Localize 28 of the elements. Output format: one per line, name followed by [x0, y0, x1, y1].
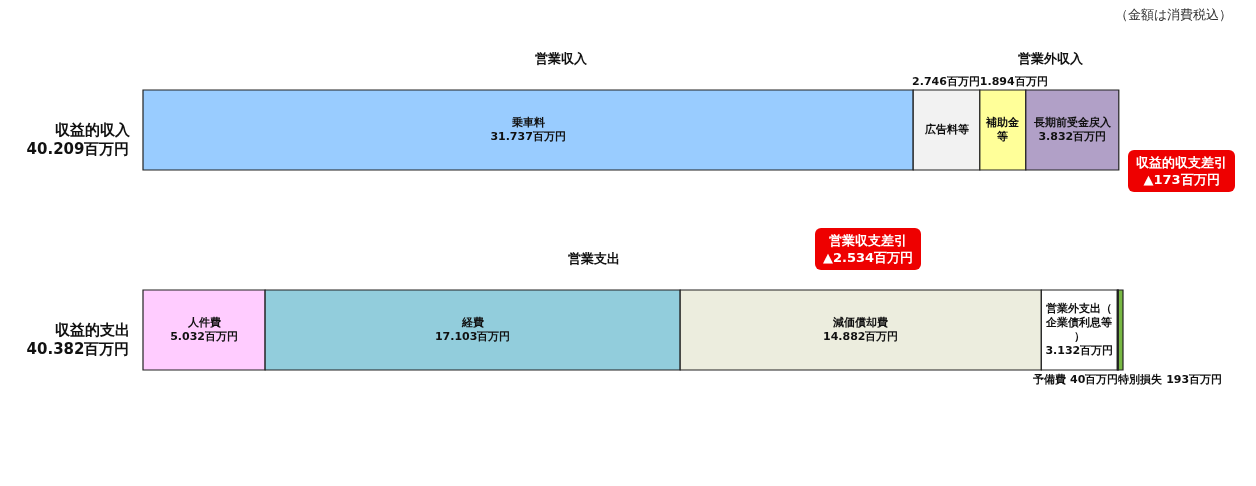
annotation: 営業支出 — [568, 250, 620, 268]
annotation: 営業収支差引 ▲2.534百万円 — [815, 228, 922, 270]
series-label: 乗車料 — [510, 116, 545, 129]
series-label: 広告料等 — [923, 123, 969, 136]
data-label: 14.882百万円 — [823, 330, 899, 343]
text: 予備費 40百万円 — [1033, 373, 1119, 386]
series-label: 経費 — [460, 316, 484, 329]
series-label: 長期前受金戻入 — [1032, 116, 1112, 129]
y-tick-label: 収益的支出 — [54, 321, 130, 339]
total-label: 40.209百万円 — [26, 140, 130, 158]
series-label: 営業外支出（企業債利息等） — [1045, 302, 1113, 343]
annotation: 営業収入 — [535, 50, 587, 68]
data-label: 3.132百万円 — [1045, 344, 1114, 357]
series-label: 減価償却費 — [832, 316, 889, 329]
data-label: 3.832百万円 — [1038, 130, 1107, 143]
annotation: 営業外収入 — [1017, 50, 1083, 68]
series-label: 補助金等 — [985, 116, 1021, 143]
y-tick-label: 収益的収入 — [54, 121, 131, 139]
text: （金額は消費税込） — [1115, 6, 1232, 24]
text: 収益的収支差引 ▲173百万円 — [1128, 150, 1235, 192]
data-label: 17.103百万円 — [434, 330, 511, 343]
total-label: 40.382百万円 — [26, 340, 130, 358]
series-label: 人件費 — [186, 316, 221, 329]
data-label: 2.746百万円 — [912, 75, 980, 88]
text: 特別損失 193百万円 — [1118, 373, 1223, 386]
data-label: 5.032百万円 — [170, 330, 238, 343]
data-label: 31.737百万円 — [490, 130, 566, 143]
data-label: 1.894百万円 — [979, 75, 1048, 88]
